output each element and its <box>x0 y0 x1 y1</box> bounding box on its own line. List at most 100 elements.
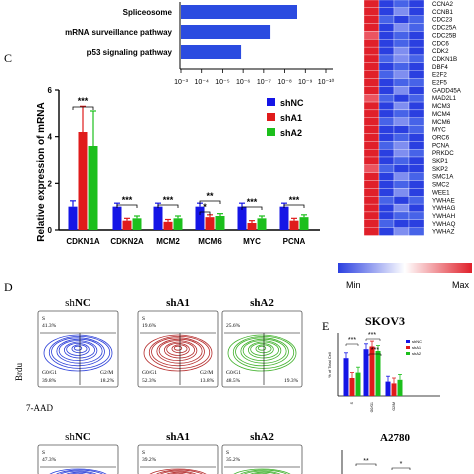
heatmap-cell <box>393 203 410 213</box>
heatmap-cell <box>408 54 425 63</box>
flow-axis-x-label: 7-AAD <box>26 403 53 413</box>
qpcr-bar-shNC-MYC <box>237 206 247 230</box>
heatmap-cell <box>393 188 410 197</box>
pathway-term-3: p53 signaling pathway <box>87 48 173 57</box>
heatmap-cell <box>363 7 380 16</box>
skov3-sig-bracket <box>368 353 382 356</box>
heatmap-cell <box>363 219 380 228</box>
qpcr-bar-shNC-CDKN1A <box>68 206 78 230</box>
a2780-sig-2: * <box>400 461 403 468</box>
flow-g0g1-value: 39.8% <box>42 378 57 384</box>
heatmap-gene-label: SMC2 <box>432 182 450 189</box>
heatmap-gene-label: SKP1 <box>432 158 448 165</box>
heatmap-cell <box>363 148 380 158</box>
heatmap-gene-label: PCNA <box>432 142 450 149</box>
heatmap-colorbar <box>338 263 472 273</box>
heatmap-cell <box>393 101 410 111</box>
heatmap-cell <box>363 86 380 95</box>
heatmap-cell <box>393 164 410 173</box>
flow-contour <box>156 338 203 364</box>
skov3-sig-label: *** <box>371 347 379 354</box>
flow-plot: shA2 S35.2% <box>221 431 303 474</box>
heatmap-cell <box>378 211 395 220</box>
flow-axis-y-label: Brdu <box>14 363 24 382</box>
flow-contour <box>66 471 93 474</box>
qpcr-xlabel: MCM6 <box>198 237 222 246</box>
heatmap-cell <box>393 0 410 8</box>
heatmap-cell <box>363 62 380 71</box>
flow-contour <box>56 338 103 364</box>
qpcr-xlabels: CDKN1A CDKN2A MCM2 MCM6 MYC PCNA <box>66 237 305 246</box>
heatmap-cell <box>378 196 395 205</box>
heatmap-cell <box>378 101 395 111</box>
flow-g0g1-value: 52.3% <box>142 378 157 384</box>
flow-contour <box>58 340 98 362</box>
flow-contour <box>151 337 205 367</box>
heatmap-cell <box>363 117 380 126</box>
heatmap-cell <box>408 211 425 220</box>
qpcr-ytick-label: 2 <box>48 179 53 188</box>
heatmap-gene-label: CDK2 <box>432 48 449 55</box>
skov3-xlabel: S <box>350 401 354 404</box>
flow-plot: shNC S41.3% G0/G1 39.8% G2/M 18.2% <box>37 297 119 388</box>
heatmap-cell <box>378 133 395 142</box>
flow-contour <box>240 469 287 474</box>
flow-contour <box>148 335 211 369</box>
heatmap-gene-label: CDKN1B <box>432 56 457 63</box>
heatmap-gene-label: GADD45A <box>432 87 462 94</box>
heatmap-gene-label: CDC25A <box>432 25 457 32</box>
flow-s-value: 19.6% <box>142 323 157 329</box>
heatmap-cell <box>393 7 410 16</box>
qpcr-legend-swatch <box>267 113 275 121</box>
qpcr-ylabel: Relative expression of mRNA <box>36 102 47 242</box>
heatmap-cell <box>363 39 380 48</box>
flow-s-value: 25.6% <box>226 323 241 329</box>
heatmap-cell <box>393 70 410 79</box>
heatmap-cell <box>393 219 410 228</box>
heatmap-cell <box>393 125 410 134</box>
pathway-tick-label: 10⁻⁷ <box>257 79 271 86</box>
skov3-bar-shA2-G0/G1 <box>375 351 381 396</box>
heatmap-legend-min: Min <box>346 280 361 290</box>
skov3-bar-shA2-G2/M <box>397 379 403 396</box>
qpcr-bar-shA2-CDKN1A <box>88 146 98 230</box>
flow-contour <box>171 344 188 354</box>
flow-plot-title: shA2 <box>250 297 274 309</box>
heatmap-cell <box>363 31 380 40</box>
heatmap-cell <box>363 0 380 8</box>
flow-title-main: shA1 <box>166 431 190 443</box>
flow-plot-title: shNC <box>65 297 91 309</box>
pathway-tick-label: 10⁻⁹ <box>298 79 312 86</box>
heatmap-cell <box>363 109 380 118</box>
heatmap-cell <box>408 46 425 56</box>
heatmap-gene-label: CCNA2 <box>432 1 454 8</box>
heatmap-cell <box>378 180 395 189</box>
pathway-chart: Spliceosome mRNA surveillance pathway p5… <box>65 2 334 86</box>
flow-plot: shA2 25.6% G0/G1 48.5% 19.3% <box>221 297 303 388</box>
heatmap-cell <box>378 164 395 173</box>
heatmap-cell <box>378 172 395 181</box>
qpcr-xlabel: PCNA <box>283 237 306 246</box>
heatmap-cell <box>378 7 395 16</box>
heatmap-gene-label: YWHAG <box>432 205 456 212</box>
flow-g2m-value: 19.3% <box>284 378 299 384</box>
heatmap-cell <box>363 180 380 189</box>
qpcr-bar-shA1-MCM2 <box>163 221 173 230</box>
qpcr-bars <box>68 105 309 230</box>
heatmap-cell <box>378 117 395 126</box>
qpcr-sig-label: *** <box>78 96 89 106</box>
qpcr-ytick-label: 6 <box>48 86 53 95</box>
flow-title-main: NC <box>75 297 91 309</box>
skov3-sig-bracket <box>365 338 381 341</box>
heatmap-cell <box>378 54 395 63</box>
heatmap-cell <box>393 109 410 118</box>
heatmap-cell <box>393 78 410 87</box>
a2780-sig-bracket-1 <box>355 463 377 466</box>
heatmap-gene-label: E2F2 <box>432 72 447 79</box>
heatmap-cell <box>378 46 395 56</box>
qpcr-sig-label: *** <box>122 195 133 205</box>
flow-contour <box>156 469 203 474</box>
a2780-sig-1: ** <box>363 458 369 465</box>
